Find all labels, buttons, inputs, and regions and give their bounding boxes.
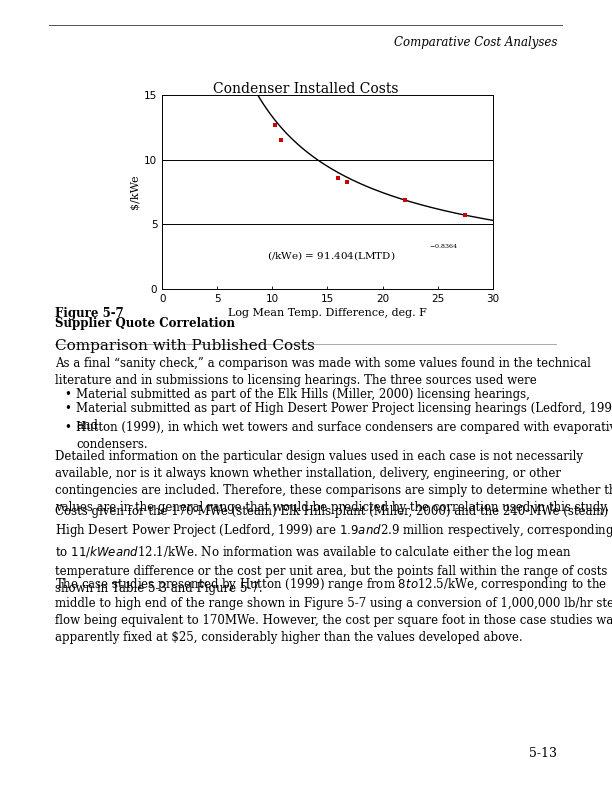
Text: Condenser Installed Costs: Condenser Installed Costs	[213, 82, 399, 97]
Text: •: •	[64, 388, 71, 401]
Text: Detailed information on the particular design values used in each case is not ne: Detailed information on the particular d…	[55, 450, 612, 514]
Text: Comparative Cost Analyses: Comparative Cost Analyses	[394, 36, 557, 48]
Text: Figure 5-7: Figure 5-7	[55, 307, 124, 320]
Text: Material submitted as part of the Elk Hills (Miller, 2000) licensing hearings,: Material submitted as part of the Elk Hi…	[76, 388, 531, 401]
Text: $\mathregular{^{-0.8364}}$: $\mathregular{^{-0.8364}}$	[429, 243, 458, 252]
Text: Material submitted as part of High Desert Power Project licensing hearings (Ledf: Material submitted as part of High Deser…	[76, 402, 612, 432]
Text: ($\mathregular{/kWe}$) = 91.404(LMTD): ($\mathregular{/kWe}$) = 91.404(LMTD)	[267, 249, 395, 262]
Text: As a final “sanity check,” a comparison was made with some values found in the t: As a final “sanity check,” a comparison …	[55, 357, 591, 387]
Y-axis label: $/kWe: $/kWe	[130, 175, 140, 209]
Text: The case studies presented by Hutton (1999) range from $8 to $12.5/kWe, correspo: The case studies presented by Hutton (19…	[55, 576, 612, 644]
Text: Hutton (1999), in which wet towers and surface condensers are compared with evap: Hutton (1999), in which wet towers and s…	[76, 421, 612, 451]
Text: 5-13: 5-13	[529, 748, 557, 760]
Text: •: •	[64, 402, 71, 415]
Text: •: •	[64, 421, 71, 434]
Text: Comparison with Published Costs: Comparison with Published Costs	[55, 339, 315, 353]
X-axis label: Log Mean Temp. Difference, deg. F: Log Mean Temp. Difference, deg. F	[228, 308, 427, 318]
Text: Costs given for the 170-MWe (steam) Elk Hills plant (Miller, 2000) and the 240-M: Costs given for the 170-MWe (steam) Elk …	[55, 505, 612, 595]
Text: Supplier Quote Correlation: Supplier Quote Correlation	[55, 317, 235, 329]
